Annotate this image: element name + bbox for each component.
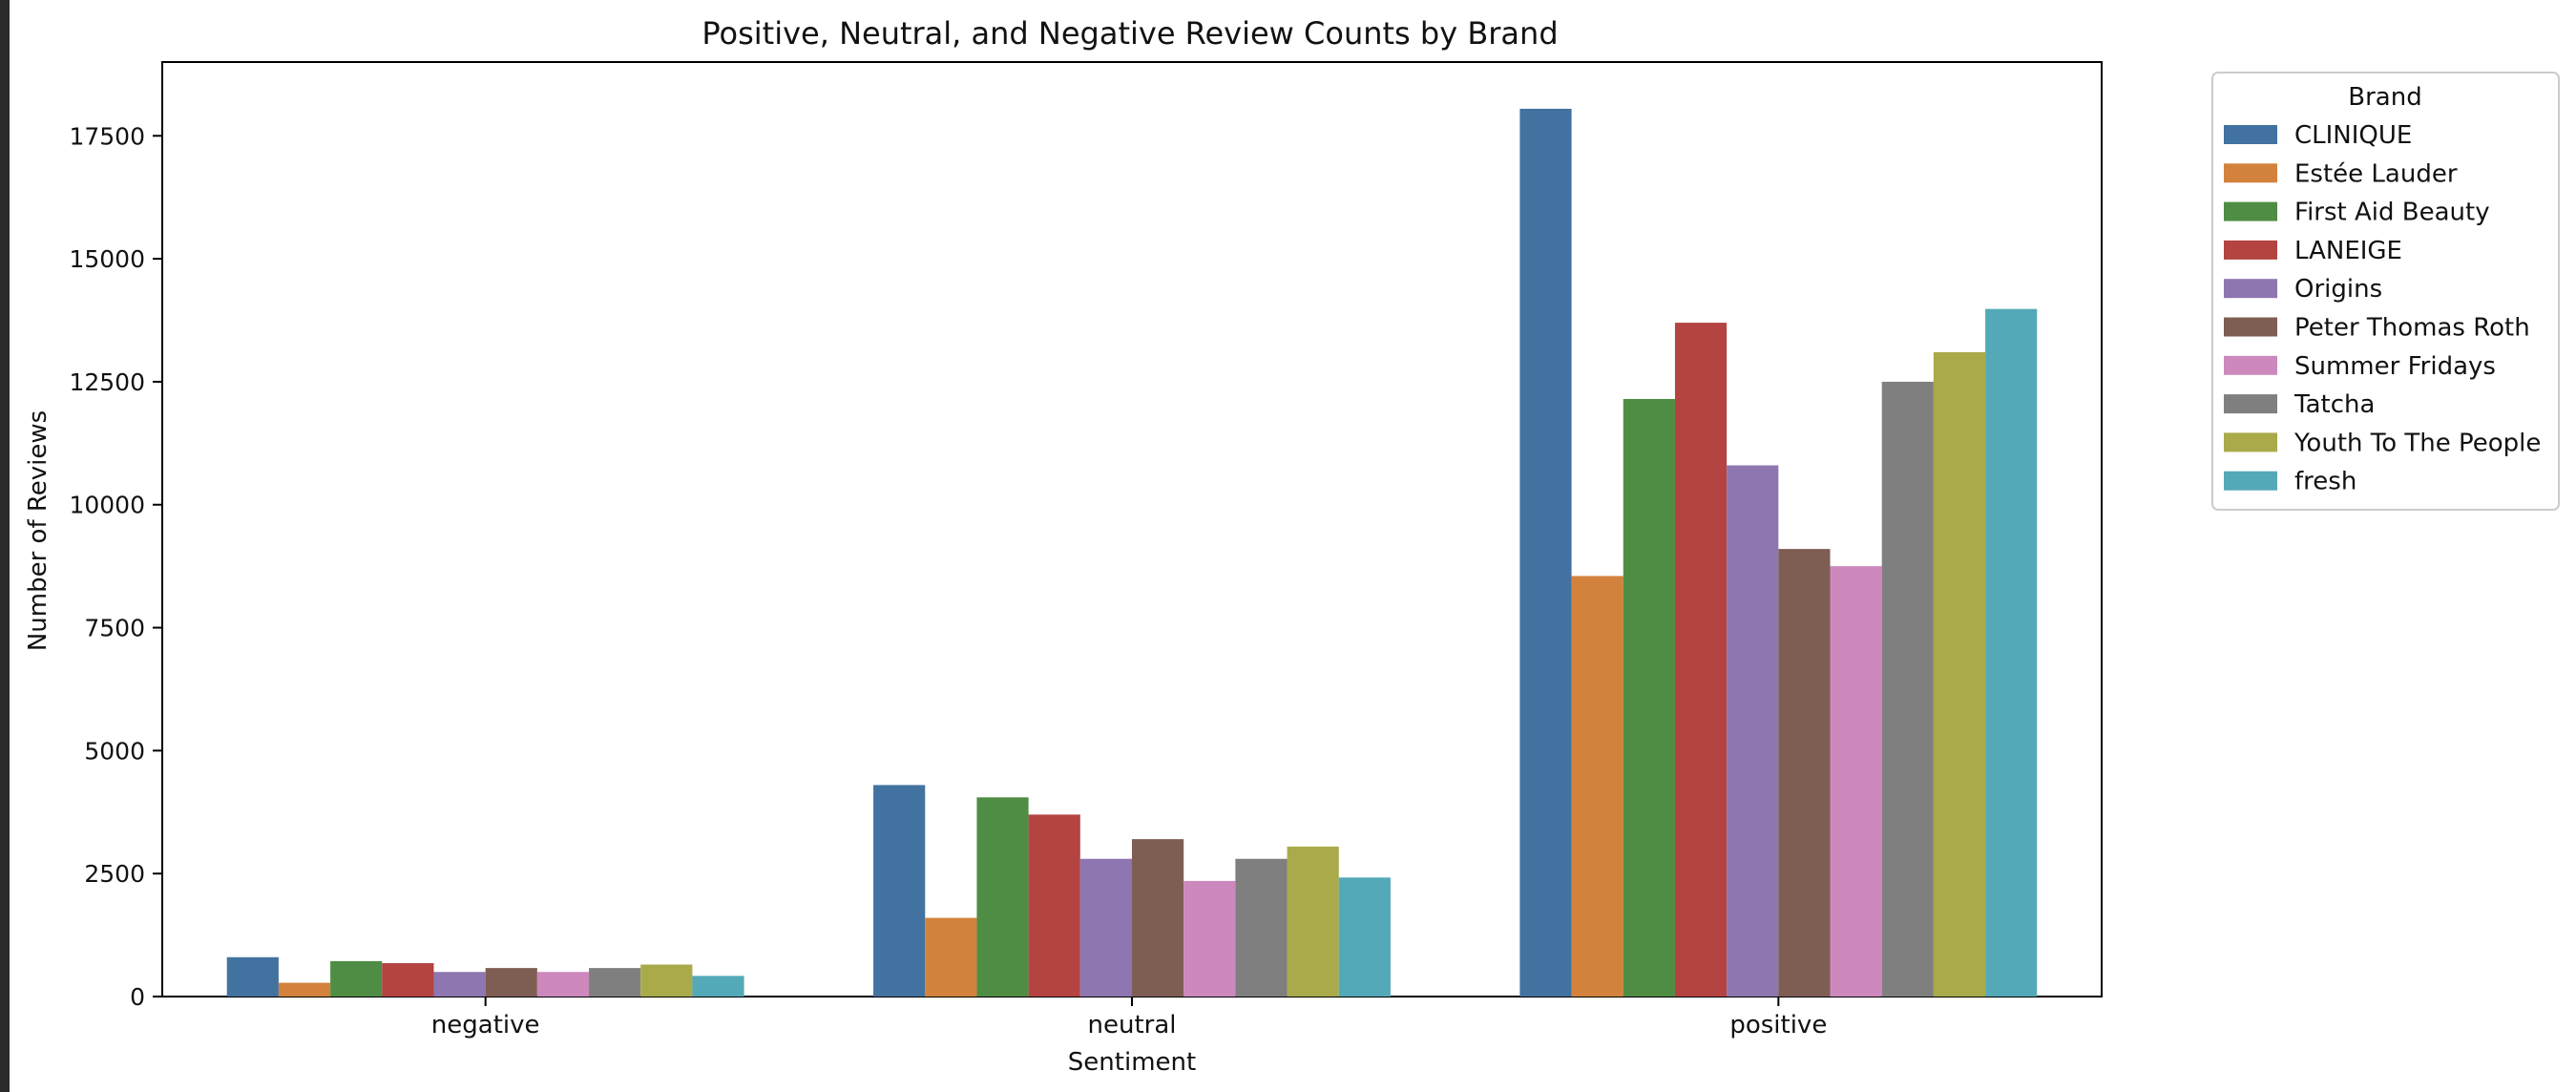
legend: Brand CLINIQUE Estée Lauder First Aid Beau… <box>2211 72 2560 511</box>
y-axis-label: Number of Reviews <box>24 410 52 651</box>
x-axis: negative neutral positive <box>431 997 1827 1040</box>
bar <box>536 972 590 997</box>
y-tick-label: 15000 <box>69 245 145 273</box>
bar <box>433 972 486 997</box>
bar <box>1830 566 1882 997</box>
legend-label: LANEIGE <box>2294 237 2402 265</box>
bar <box>1571 576 1623 997</box>
legend-label: Summer Fridays <box>2294 352 2496 381</box>
bar <box>692 976 744 997</box>
bar <box>1623 398 1675 997</box>
bar <box>1674 323 1728 997</box>
legend-swatch <box>2224 317 2277 337</box>
legend-label: fresh <box>2294 468 2356 496</box>
bar <box>1132 839 1184 997</box>
bar <box>1079 858 1132 997</box>
bars-group <box>226 108 2038 998</box>
legend-swatch <box>2224 201 2277 221</box>
legend-label: Peter Thomas Roth <box>2294 314 2530 343</box>
legend-swatch <box>2224 125 2277 144</box>
bar <box>1985 308 2038 997</box>
y-tick-label: 12500 <box>69 368 145 396</box>
legend-swatch <box>2224 163 2277 183</box>
legend-label: Youth To The People <box>2293 429 2541 457</box>
bar <box>1727 465 1779 998</box>
bar <box>1933 352 1986 997</box>
bar <box>278 982 331 997</box>
x-tick-label: neutral <box>1088 1011 1177 1040</box>
bar <box>873 785 926 997</box>
x-tick-label: positive <box>1729 1011 1827 1040</box>
bar <box>976 797 1029 997</box>
legend-title: Brand <box>2348 83 2421 112</box>
legend-label: First Aid Beauty <box>2294 199 2490 227</box>
bar <box>226 956 279 997</box>
y-tick-label: 7500 <box>84 615 145 642</box>
x-axis-label: Sentiment <box>1068 1048 1196 1077</box>
bar <box>1235 858 1288 997</box>
legend-swatch <box>2224 279 2277 299</box>
bar <box>589 968 641 997</box>
bar <box>1519 108 1572 997</box>
x-tick-label: negative <box>431 1011 540 1040</box>
legend-swatch <box>2224 355 2277 375</box>
bar <box>1338 877 1391 997</box>
y-tick-label: 5000 <box>84 737 145 765</box>
bar <box>1028 814 1080 997</box>
chart-title: Positive, Neutral, and Negative Review C… <box>702 15 1558 52</box>
bar <box>1183 880 1236 997</box>
legend-items: CLINIQUE Estée Lauder First Aid Beauty LANE… <box>2224 121 2541 496</box>
y-tick-label: 0 <box>130 983 145 1011</box>
bar <box>1287 846 1339 997</box>
y-tick-label: 10000 <box>69 492 145 519</box>
bar <box>640 964 693 997</box>
legend-label: Estée Lauder <box>2294 159 2458 188</box>
legend-swatch <box>2224 432 2277 452</box>
bar <box>1778 549 1831 997</box>
legend-label: CLINIQUE <box>2294 121 2412 150</box>
legend-swatch <box>2224 471 2277 491</box>
bar <box>1881 381 1934 998</box>
bar <box>382 962 434 997</box>
y-axis: 0 2500 5000 7500 10000 12500 15000 17500 <box>69 122 162 1011</box>
legend-label: Tatcha <box>2293 390 2375 419</box>
y-tick-label: 17500 <box>69 122 145 150</box>
y-tick-label: 2500 <box>84 860 145 888</box>
legend-label: Origins <box>2294 275 2382 304</box>
bar <box>485 968 537 997</box>
bar <box>925 917 977 997</box>
legend-swatch <box>2224 240 2277 260</box>
legend-swatch <box>2224 394 2277 414</box>
bar <box>330 960 383 997</box>
legend-frame <box>2211 72 2560 511</box>
